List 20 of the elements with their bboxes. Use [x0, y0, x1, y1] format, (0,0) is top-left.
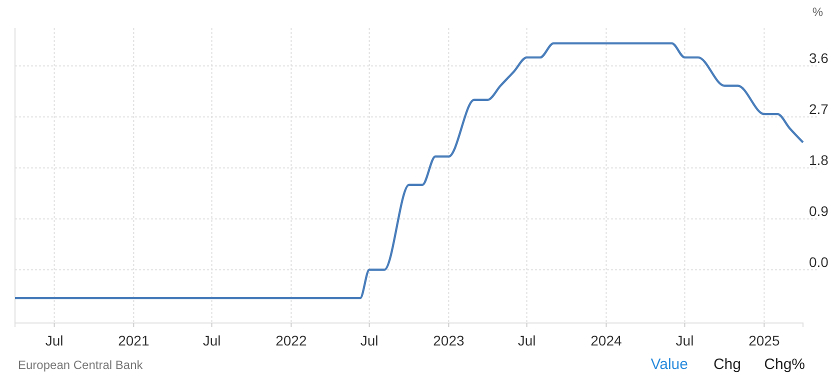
x-tick-label: 2024: [590, 332, 622, 348]
y-axis-title: %: [812, 5, 824, 19]
y-tick-label: 0.0: [809, 254, 829, 270]
y-tick-label: 2.7: [809, 101, 829, 118]
x-tick-label: Jul: [45, 332, 64, 348]
x-tick-label: Jul: [676, 332, 694, 348]
x-tick-label: 2022: [276, 332, 307, 348]
x-tick-label: 2023: [433, 332, 464, 348]
y-tick-label: 1.8: [809, 152, 829, 168]
text: European Central Bank: [18, 358, 144, 372]
y-tick-label: 3.6: [809, 50, 829, 66]
x-tick-label: Jul: [518, 332, 536, 348]
x-tick-label: Jul: [360, 332, 378, 348]
text: Chg: [713, 356, 741, 373]
text: Value: [650, 356, 688, 373]
y-tick-label: 0.9: [809, 203, 829, 220]
x-tick-label: 2021: [118, 332, 150, 348]
text: Chg%: [764, 356, 805, 373]
x-tick-label: Jul: [202, 332, 221, 348]
x-tick-label: 2025: [748, 332, 780, 348]
